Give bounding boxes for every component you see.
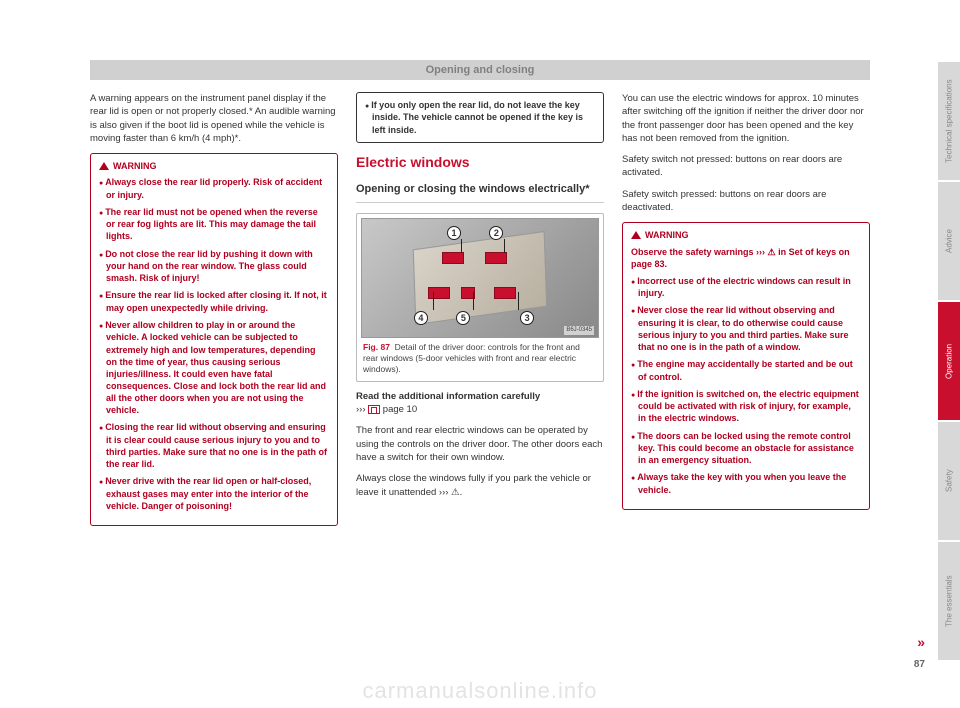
read-more: Read the additional information carefull… bbox=[356, 390, 604, 417]
callout-number: 5 bbox=[456, 311, 470, 325]
tab-safety[interactable]: Safety bbox=[938, 420, 960, 540]
warning-item: Incorrect use of the electric windows ca… bbox=[631, 275, 861, 300]
column-2: If you only open the rear lid, do not le… bbox=[356, 92, 604, 534]
section-header: Opening and closing bbox=[90, 60, 870, 80]
warning-item: The engine may accidentally be started a… bbox=[631, 358, 861, 383]
column-1: A warning appears on the instrument pane… bbox=[90, 92, 338, 534]
warning-label: WARNING bbox=[645, 229, 689, 241]
window-button bbox=[428, 287, 450, 299]
callout-line bbox=[473, 292, 474, 310]
warning-item: Never close the rear lid without observi… bbox=[631, 304, 861, 353]
warning-triangle-icon bbox=[631, 231, 641, 239]
warning-item: Always take the key with you when you le… bbox=[631, 471, 861, 496]
warning-item: Ensure the rear lid is locked after clos… bbox=[99, 289, 329, 314]
note-box-key-inside: If you only open the rear lid, do not le… bbox=[356, 92, 604, 143]
figure-87: 1 2 3 4 5 B6J-0345 Fig. 87 Detail of the… bbox=[356, 213, 604, 382]
next-page-icon[interactable]: » bbox=[917, 634, 925, 650]
callout-line bbox=[461, 239, 462, 253]
columns: A warning appears on the instrument pane… bbox=[90, 92, 870, 534]
callout-number: 3 bbox=[520, 311, 534, 325]
figure-code: B6J-0345 bbox=[564, 326, 594, 334]
figure-number: Fig. 87 bbox=[363, 342, 390, 352]
figure-caption: Fig. 87 Detail of the driver door: contr… bbox=[361, 338, 599, 377]
body-text: You can use the electric windows for app… bbox=[622, 92, 870, 145]
callout-line bbox=[518, 292, 519, 310]
window-button bbox=[485, 252, 507, 264]
side-tabs: Technical specifications Advice Operatio… bbox=[938, 60, 960, 660]
warning-item: If the ignition is switched on, the elec… bbox=[631, 388, 861, 425]
warning-triangle-icon bbox=[99, 162, 109, 170]
callout-number: 4 bbox=[414, 311, 428, 325]
warning-item: The doors can be locked using the remote… bbox=[631, 430, 861, 467]
warning-label: WARNING bbox=[113, 160, 157, 172]
divider bbox=[356, 202, 604, 203]
warning-box-windows: WARNING Observe the safety warnings ››› … bbox=[622, 222, 870, 509]
subsection-title: Opening or closing the windows electrica… bbox=[356, 182, 604, 197]
warning-item: Never drive with the rear lid open or ha… bbox=[99, 475, 329, 512]
note-text: If you only open the rear lid, do not le… bbox=[371, 100, 583, 135]
intro-text: A warning appears on the instrument pane… bbox=[90, 92, 338, 145]
warning-intro: Observe the safety warnings ››› ⚠ in Set… bbox=[631, 247, 850, 269]
warning-item: Closing the rear lid without observing a… bbox=[99, 421, 329, 470]
body-text: Safety switch pressed: buttons on rear d… bbox=[622, 188, 870, 215]
body-text: The front and rear electric windows can … bbox=[356, 424, 604, 464]
page-number: 87 bbox=[914, 659, 925, 670]
window-button bbox=[494, 287, 516, 299]
tab-essentials[interactable]: The essentials bbox=[938, 540, 960, 660]
warning-header: WARNING bbox=[99, 160, 329, 172]
page: Opening and closing A warning appears on… bbox=[0, 0, 960, 708]
window-button bbox=[442, 252, 464, 264]
watermark: carmanualsonline.info bbox=[0, 678, 960, 704]
warning-item: Never allow children to play in or aroun… bbox=[99, 319, 329, 416]
warning-item: Do not close the rear lid by pushing it … bbox=[99, 248, 329, 285]
warning-item: The rear lid must not be opened when the… bbox=[99, 206, 329, 243]
section-title-electric-windows: Electric windows bbox=[356, 153, 604, 173]
column-3: You can use the electric windows for app… bbox=[622, 92, 870, 534]
content-area: Opening and closing A warning appears on… bbox=[90, 60, 870, 660]
callout-line bbox=[433, 292, 434, 310]
callout-line bbox=[504, 239, 505, 253]
figure-image: 1 2 3 4 5 B6J-0345 bbox=[361, 218, 599, 338]
callout-number: 1 bbox=[447, 226, 461, 240]
warning-header: WARNING bbox=[631, 229, 861, 241]
warning-item: Always close the rear lid properly. Risk… bbox=[99, 176, 329, 201]
book-icon bbox=[368, 405, 380, 414]
tab-tech-specs[interactable]: Technical specifications bbox=[938, 60, 960, 180]
body-text: Always close the windows fully if you pa… bbox=[356, 472, 604, 499]
tab-operation[interactable]: Operation bbox=[938, 300, 960, 420]
figure-caption-text: Detail of the driver door: controls for … bbox=[363, 342, 580, 374]
body-text: Safety switch not pressed: buttons on re… bbox=[622, 153, 870, 180]
warning-box-rear-lid: WARNING Always close the rear lid proper… bbox=[90, 153, 338, 526]
tab-advice[interactable]: Advice bbox=[938, 180, 960, 300]
